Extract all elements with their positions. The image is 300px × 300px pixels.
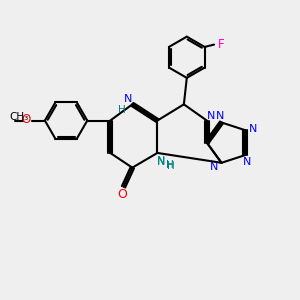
Text: N: N [249, 124, 258, 134]
Text: N: N [216, 111, 224, 121]
Text: N: N [207, 111, 215, 121]
Text: H: H [166, 160, 174, 170]
Text: N: N [157, 156, 165, 166]
Text: N: N [243, 157, 252, 166]
Text: F: F [218, 38, 224, 50]
Text: O: O [117, 188, 127, 201]
Text: CH₃: CH₃ [9, 112, 28, 122]
Text: N: N [124, 94, 132, 104]
Text: O: O [22, 112, 31, 126]
Text: H: H [167, 161, 175, 171]
Text: H: H [118, 105, 126, 115]
Text: N: N [210, 162, 218, 172]
Text: N: N [157, 157, 165, 167]
